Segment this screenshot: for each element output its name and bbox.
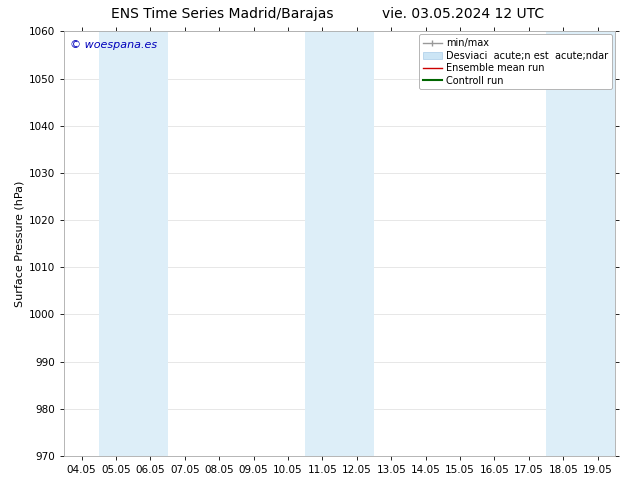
Bar — [305, 31, 374, 456]
Bar — [546, 31, 615, 456]
Legend: min/max, Desviaci  acute;n est  acute;ndar, Ensemble mean run, Controll run: min/max, Desviaci acute;n est acute;ndar… — [418, 34, 612, 89]
Y-axis label: Surface Pressure (hPa): Surface Pressure (hPa) — [15, 180, 25, 307]
Text: vie. 03.05.2024 12 UTC: vie. 03.05.2024 12 UTC — [382, 7, 544, 22]
Bar — [99, 31, 167, 456]
Text: © woespana.es: © woespana.es — [70, 40, 157, 50]
Text: ENS Time Series Madrid/Barajas: ENS Time Series Madrid/Barajas — [111, 7, 333, 22]
